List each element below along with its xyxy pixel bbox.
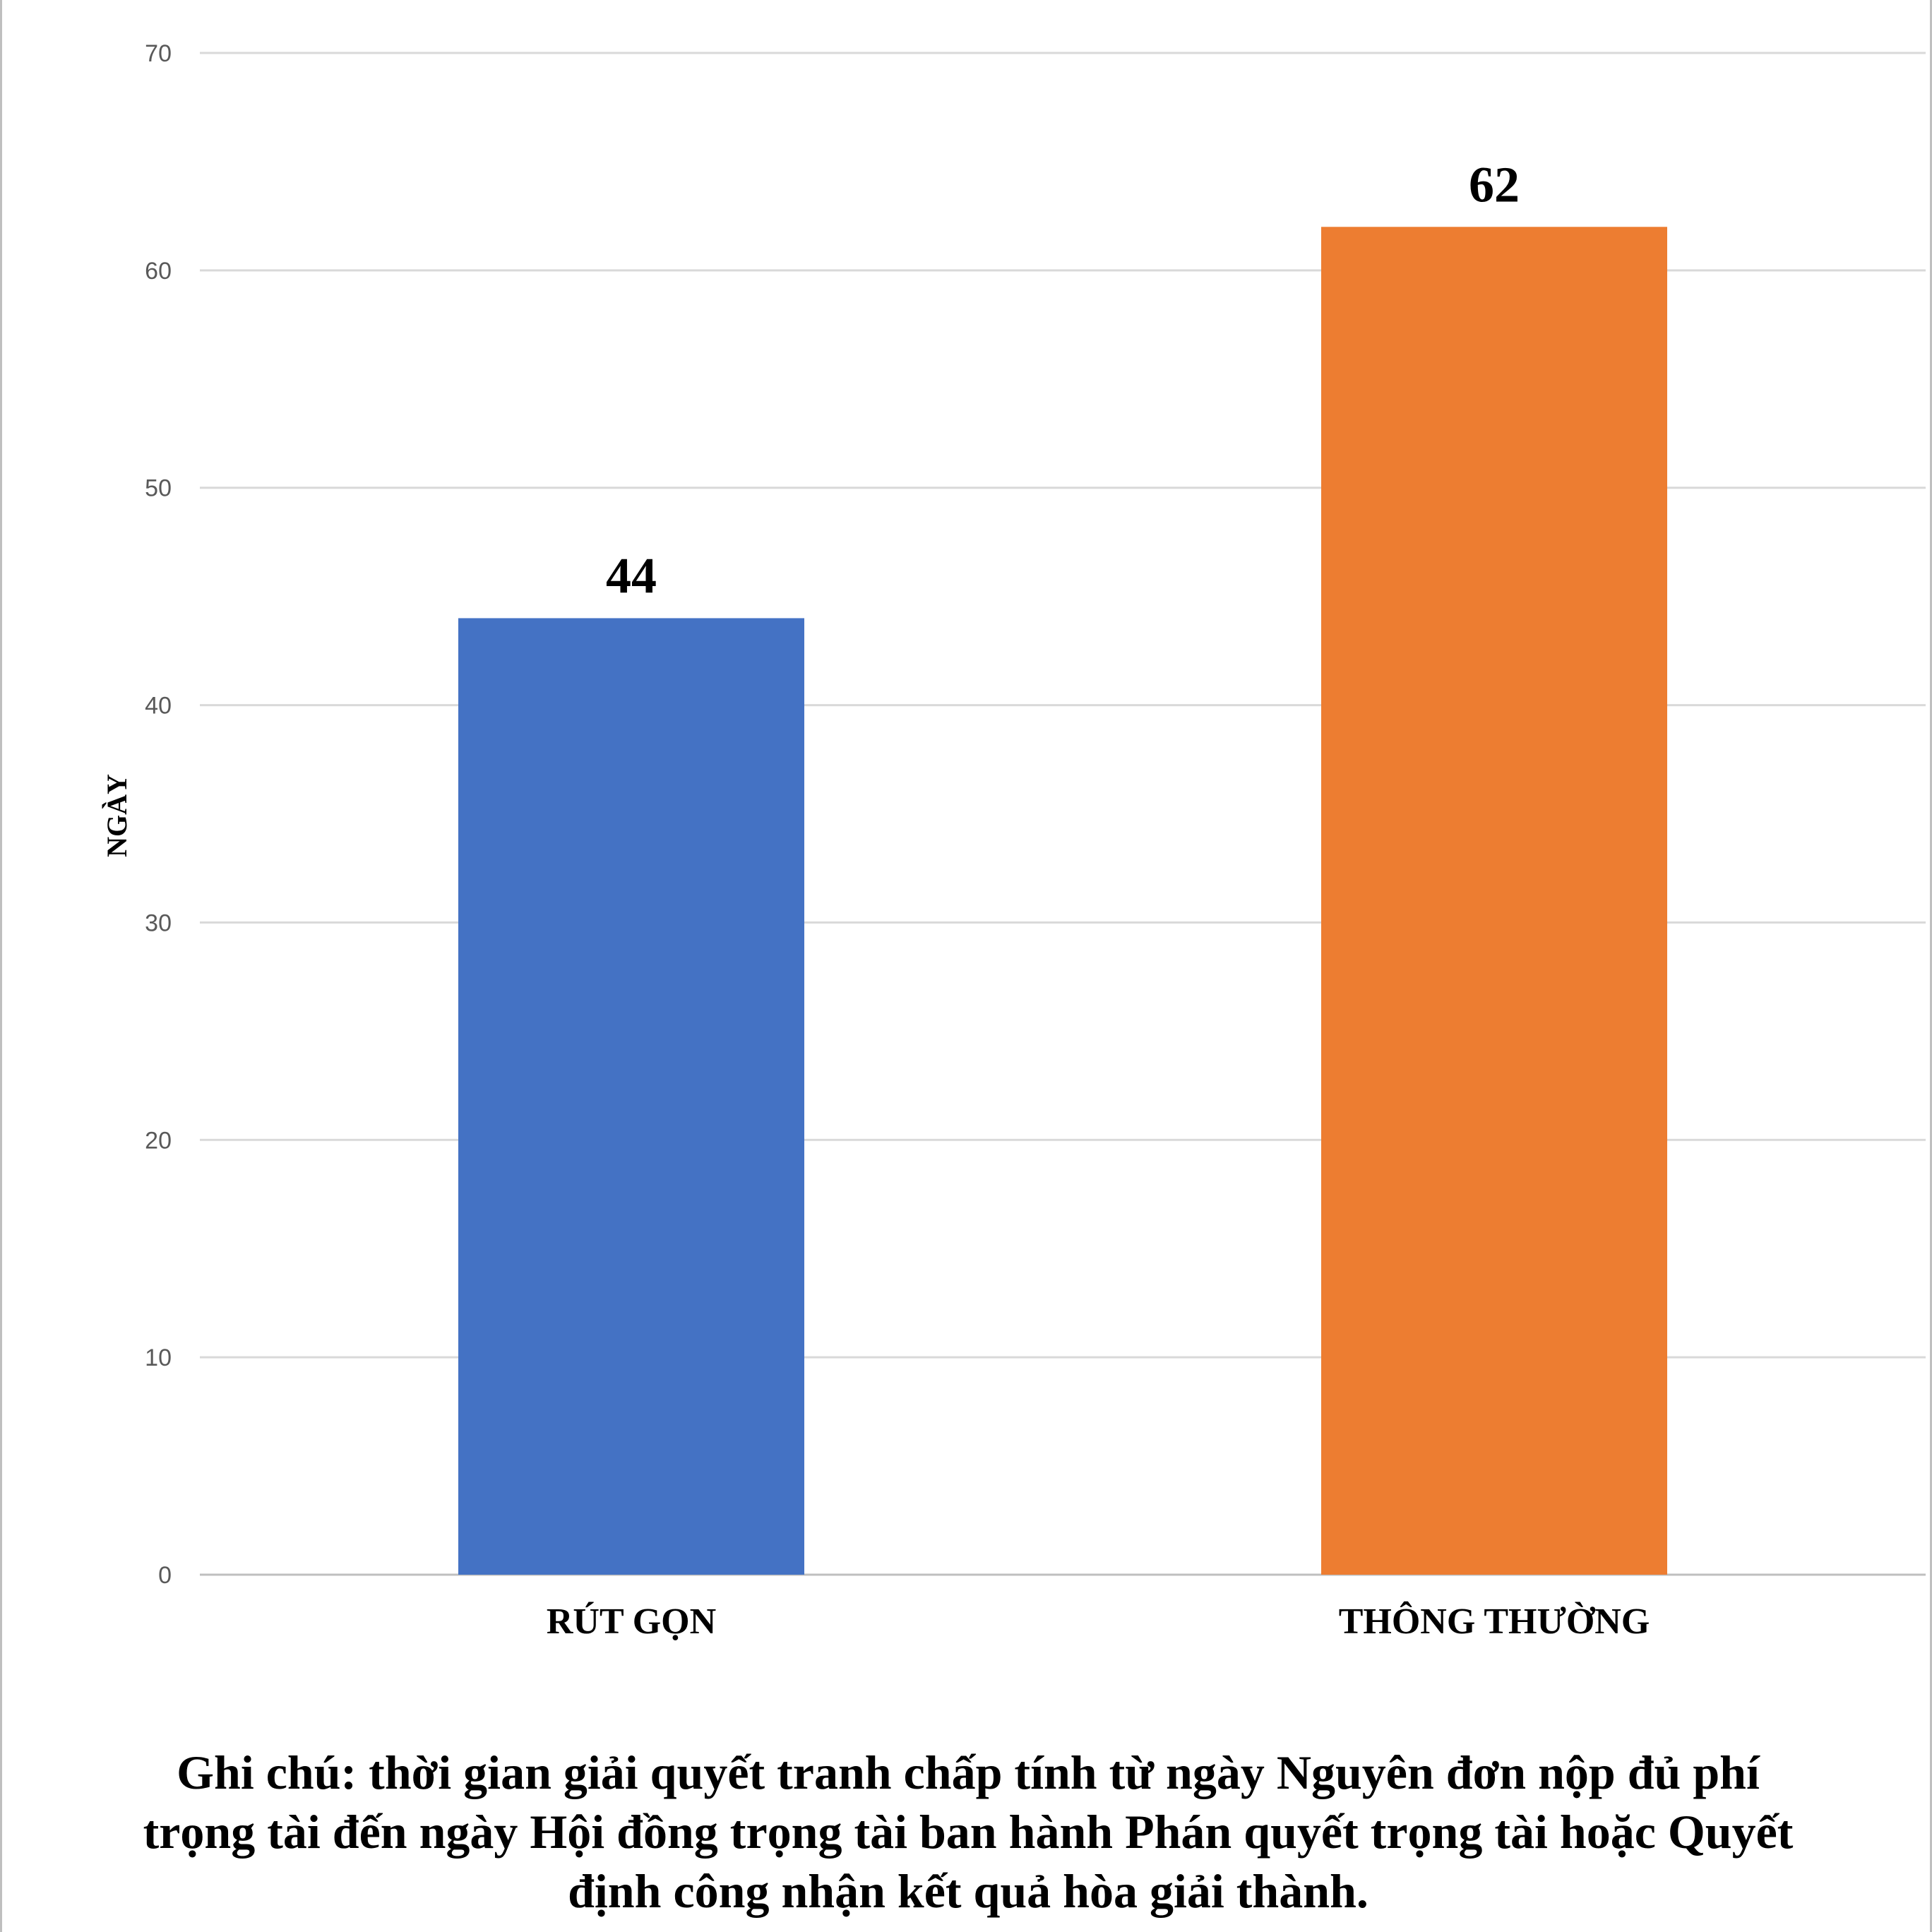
y-tick-label: 0 (158, 1562, 172, 1589)
y-tick-label: 20 (145, 1127, 172, 1154)
x-axis-categories: RÚT GỌN THÔNG THƯỜNG (547, 1601, 1650, 1642)
data-label: 62 (1469, 156, 1520, 213)
y-tick-label: 50 (145, 475, 172, 502)
data-labels: 44 62 (606, 156, 1520, 604)
y-tick-label: 40 (145, 693, 172, 720)
x-category-label: THÔNG THƯỜNG (1339, 1601, 1650, 1642)
y-tick-label: 60 (145, 258, 172, 285)
bars (458, 227, 1667, 1575)
y-tick-label: 30 (145, 910, 172, 936)
y-tick-label: 10 (145, 1344, 172, 1371)
y-axis-title: NGÀY (101, 774, 133, 857)
y-tick-label: 70 (145, 40, 172, 67)
chart-note: Ghi chú: thời gian giải quyết tranh chấp… (143, 1746, 1794, 1918)
y-axis-ticks: 0 10 20 30 40 50 60 70 (145, 40, 172, 1589)
bar (458, 618, 804, 1575)
x-category-label: RÚT GỌN (547, 1601, 716, 1642)
data-label: 44 (606, 547, 657, 604)
bar (1321, 227, 1667, 1575)
